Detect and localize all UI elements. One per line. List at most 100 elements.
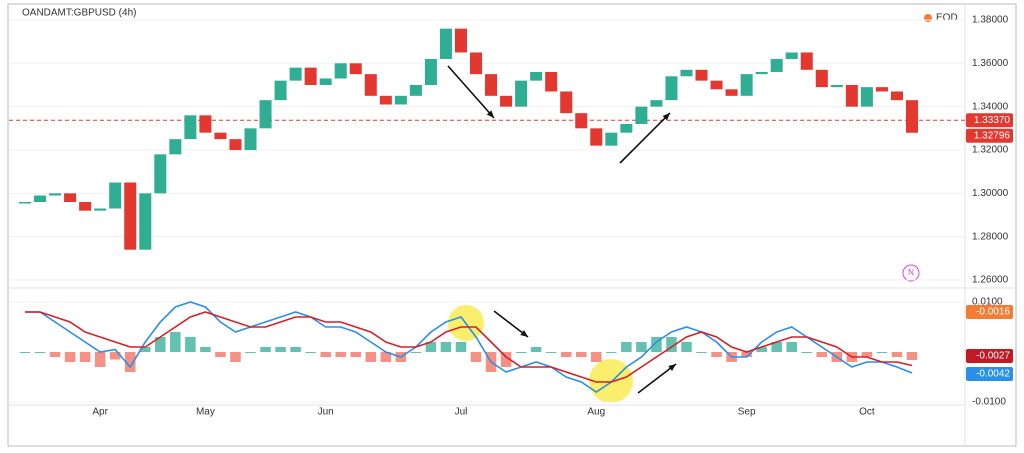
y-tick-label: 1.26000 [972, 275, 1009, 286]
histogram-bar [410, 352, 422, 353]
x-tick-label: Apr [92, 407, 108, 418]
x-tick-label: Jul [455, 407, 468, 418]
y-tick-label: 1.34000 [972, 101, 1009, 112]
candle [409, 84, 422, 96]
histogram-bar [170, 332, 181, 352]
candle [454, 28, 467, 53]
histogram-bar [651, 337, 662, 352]
histogram-bar [816, 352, 828, 357]
histogram-bar [575, 352, 587, 357]
x-tick-label: Aug [587, 407, 605, 418]
histogram-bar [290, 347, 301, 352]
candle [605, 132, 618, 146]
histogram-bar [380, 352, 392, 362]
frame [7, 3, 1017, 447]
candle [890, 91, 903, 101]
candle [18, 202, 32, 204]
histogram-bar [636, 342, 647, 352]
histogram-bar [786, 342, 797, 352]
legend-marker [924, 14, 932, 22]
candle [334, 63, 347, 79]
histogram-bar [756, 347, 767, 352]
histogram-bar [34, 352, 46, 353]
histogram-bar [455, 342, 467, 352]
indicator-icon[interactable] [902, 264, 920, 282]
y-tick-label: 1.32000 [972, 145, 1009, 156]
annotation-arrow [637, 363, 677, 394]
candle [79, 202, 92, 211]
histogram-bar [801, 352, 813, 353]
candle [740, 74, 753, 96]
histogram-bar [245, 352, 256, 353]
y-tick-label: 1.36000 [972, 58, 1009, 69]
price-badge-label: -0.0027 [976, 351, 1010, 362]
annotation-arrowhead [668, 364, 676, 371]
annotation-arrow [447, 65, 495, 119]
candle [169, 139, 182, 155]
annotation-arrow [619, 112, 671, 164]
candle [725, 89, 738, 96]
histogram-bar [155, 337, 166, 352]
histogram-bar [681, 342, 692, 352]
histogram-bar [711, 352, 722, 357]
candle [364, 74, 377, 96]
histogram-bar [230, 352, 241, 362]
histogram-bar [124, 352, 136, 372]
candle [259, 100, 272, 129]
price-badge-label: -0.0016 [976, 307, 1010, 318]
candle [620, 123, 633, 133]
histogram-bar [621, 342, 632, 352]
price-badge-label: -0.0042 [976, 369, 1010, 380]
candle [680, 69, 693, 77]
candle [545, 71, 558, 92]
price-badge [966, 113, 1013, 128]
candle [770, 58, 783, 72]
candle [49, 193, 62, 196]
candle [470, 52, 483, 75]
candle [34, 195, 47, 203]
x-tick-label: Sep [738, 407, 756, 418]
candle [439, 28, 452, 59]
legend-label: EOD [936, 13, 958, 24]
histogram-bar [440, 342, 452, 352]
candle [845, 84, 858, 107]
histogram-bar [215, 352, 226, 357]
price-badge-label: 1.33370 [974, 115, 1011, 126]
candle [830, 84, 843, 88]
histogram-bar [515, 352, 527, 353]
x-tick-label: Jun [318, 407, 334, 418]
candle [424, 58, 437, 85]
highlight-circle [589, 359, 633, 403]
candle [229, 139, 242, 150]
candle [244, 128, 257, 150]
candle [139, 193, 152, 250]
y-tick-label: 1.30000 [972, 188, 1009, 199]
annotation-arrowhead [520, 330, 528, 337]
candle [560, 91, 573, 114]
candle [349, 63, 362, 75]
candle [575, 113, 588, 129]
candle [64, 193, 77, 203]
candle [695, 69, 708, 81]
candle [755, 71, 768, 75]
candle [109, 182, 122, 209]
candle [905, 100, 919, 133]
x-tick-label: Oct [859, 407, 875, 418]
candle [124, 182, 137, 250]
candle [94, 208, 107, 211]
histogram-bar [185, 337, 196, 352]
histogram-bar [140, 347, 151, 352]
histogram-bar [666, 337, 677, 352]
price-badge [966, 128, 1013, 143]
candle [394, 95, 407, 105]
histogram-bar [591, 352, 602, 362]
histogram-bar [560, 352, 572, 357]
histogram-bar [906, 352, 918, 360]
histogram-bar [335, 352, 346, 357]
histogram-bar [19, 352, 31, 353]
candle [785, 52, 798, 59]
candle [485, 74, 498, 96]
y-tick-label: 1.38000 [972, 15, 1009, 26]
histogram-bar [64, 352, 76, 362]
